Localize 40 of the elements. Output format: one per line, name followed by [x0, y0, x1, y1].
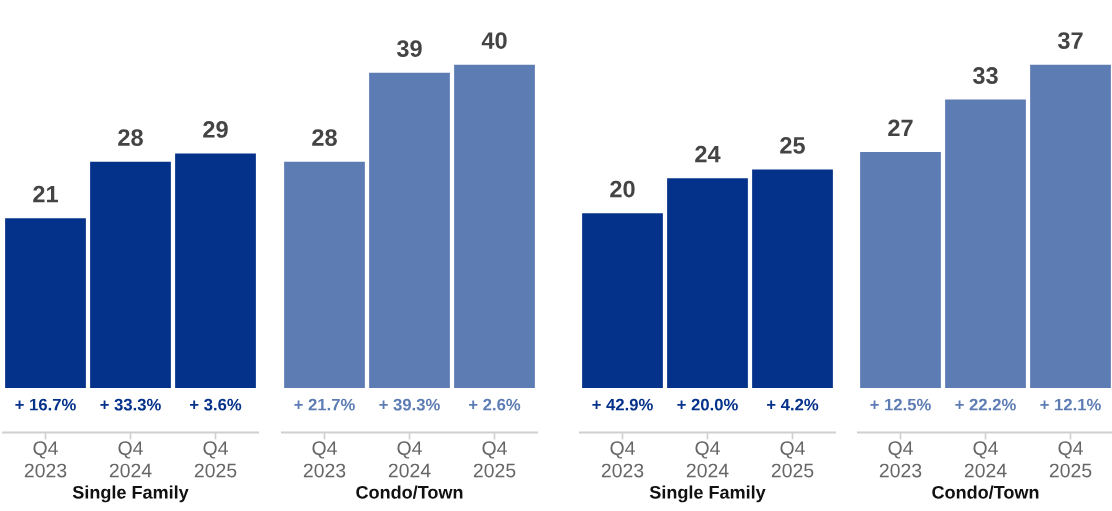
data-label: 27 [888, 119, 913, 137]
data-label: 40 [481, 32, 507, 49]
data-label: 25 [780, 137, 805, 154]
text: + 42.9% [592, 398, 653, 411]
text: + 21.7% [294, 398, 355, 411]
data-label: 28 [312, 129, 337, 146]
x-tick-label: Q4 2023 [879, 441, 922, 478]
text: + 33.3% [100, 398, 161, 411]
x-tick-label: Q4 2024 [388, 441, 431, 478]
data-label: 24 [695, 145, 721, 163]
x-tick-label: Q4 2025 [473, 441, 516, 478]
x-tick-label: Q4 2024 [964, 441, 1007, 478]
text: + 3.6% [190, 398, 242, 411]
x-tick-label: Q4 2025 [1049, 441, 1092, 478]
text: + 22.2% [955, 398, 1016, 411]
x-axis-title: Condo/Town [932, 485, 1039, 499]
data-label: 21 [33, 185, 58, 203]
text: + 39.3% [379, 398, 440, 411]
data-label: 28 [118, 129, 143, 146]
text: + 20.0% [677, 398, 738, 411]
data-label: 37 [1057, 32, 1083, 49]
text: + 12.1% [1040, 398, 1101, 411]
data-label: 20 [610, 180, 635, 198]
x-axis-title: Condo/Town [356, 485, 463, 499]
text: + 16.7% [15, 398, 76, 411]
text: + 12.5% [870, 398, 931, 411]
x-tick-label: Q4 2025 [771, 441, 814, 478]
data-label: 33 [972, 67, 998, 84]
x-axis-title: Single Family [72, 485, 189, 503]
x-tick-label: Q4 2024 [109, 441, 152, 478]
x-tick-label: Q4 2023 [303, 441, 346, 478]
text: + 2.6% [469, 398, 521, 411]
x-tick-label: Q4 2025 [194, 441, 237, 478]
data-label: 29 [203, 121, 228, 138]
x-tick-label: Q4 2023 [601, 441, 644, 478]
x-axis-title: Single Family [649, 485, 766, 503]
x-tick-label: Q4 2024 [686, 441, 729, 478]
text: + 4.2% [767, 398, 819, 411]
x-tick-label: Q4 2023 [24, 441, 67, 478]
data-label: 39 [396, 40, 422, 58]
